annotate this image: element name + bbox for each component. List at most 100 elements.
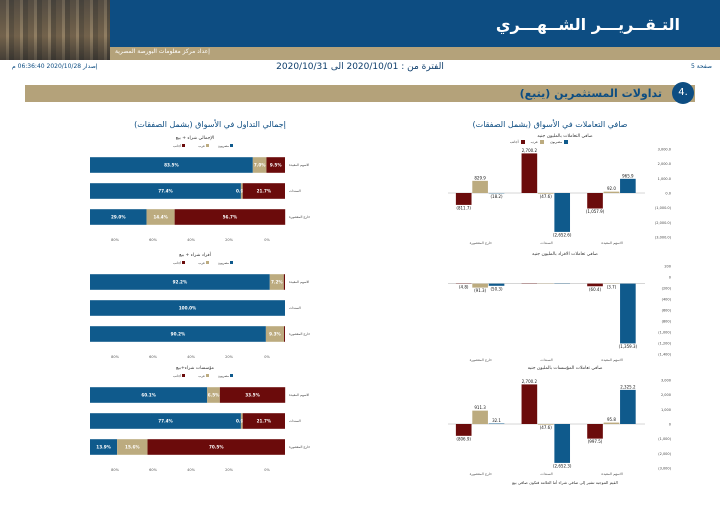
- data-label: (50.3): [491, 286, 503, 291]
- net-individuals-chart: 200 0 (200) (400) (600) (800) (1,000) (1,200) (1…: [448, 265, 672, 362]
- bar: [472, 180, 488, 193]
- bar-segment: [269, 274, 284, 290]
- x-tick-label: السندات: [540, 472, 552, 476]
- legend-swatch: [564, 140, 569, 144]
- data-label: (2,652.3): [553, 463, 572, 468]
- bar-segment: [90, 274, 270, 290]
- legend-swatch: [182, 261, 185, 264]
- bar-segment: [117, 439, 148, 455]
- section-number: 4.: [672, 82, 694, 104]
- data-label: 95.8: [607, 417, 616, 422]
- legend-swatch: [206, 261, 209, 264]
- bar-segment: [147, 439, 285, 455]
- bar-segment: [240, 413, 243, 429]
- y-tick-label: (1,000): [658, 437, 671, 441]
- legend-label: أجانب: [173, 261, 181, 265]
- y-tick-label: (600): [662, 309, 672, 313]
- share-individuals-title: أفراد شراء + بيع: [179, 253, 211, 258]
- bar: [587, 424, 603, 439]
- bar: [537, 193, 554, 194]
- x-tick-label: 40%: [187, 238, 195, 242]
- legend-swatch: [520, 140, 525, 144]
- x-tick-label: خارج المقصورة: [470, 358, 493, 362]
- bar: [620, 283, 636, 344]
- data-label: 6.5%: [208, 393, 220, 398]
- bar-segment: [242, 183, 285, 199]
- y-tick-label: 0: [669, 423, 671, 427]
- data-label: 9.5%: [270, 163, 282, 168]
- share-individuals-chart: أجانب عرب مصريون 92.2% 7.2% الاسهم المقيدة 100…: [90, 261, 310, 359]
- y-tick-label: (3,000): [658, 467, 671, 471]
- y-tick-label: (2,000.0): [655, 221, 672, 225]
- issue-timestamp: إصدار 2020/10/28 06:36:40 م: [12, 63, 98, 70]
- data-label: (811.7): [456, 205, 471, 210]
- bar-segment: [90, 157, 253, 173]
- bar-segment: [90, 413, 241, 429]
- bar-segment: [242, 413, 285, 429]
- y-tick-label: (1,400): [658, 353, 671, 357]
- x-tick-label: 80%: [111, 468, 119, 472]
- data-label: 70.5%: [209, 445, 224, 450]
- data-label: (806.9): [456, 436, 471, 441]
- x-tick-label: 0%: [264, 468, 270, 472]
- legend-swatch: [182, 144, 185, 147]
- y-category-label: السندات: [289, 419, 301, 423]
- y-tick-label: 0: [669, 276, 671, 280]
- y-tick-label: (1,200): [658, 342, 671, 346]
- y-tick-label: (1,000.0): [655, 206, 672, 210]
- data-label: (18.2): [491, 194, 503, 199]
- y-category-label: الاسهم المقيدة: [289, 163, 309, 167]
- bar: [603, 422, 620, 424]
- data-label: 21.7%: [257, 189, 272, 194]
- legend-label: أجانب: [510, 140, 519, 144]
- data-label: 911.3: [474, 405, 486, 410]
- y-tick-label: (200): [662, 287, 672, 291]
- section-bar: [25, 85, 695, 102]
- bar-segment: [90, 439, 118, 455]
- legend-foreigners: أجانب: [510, 140, 525, 144]
- y-tick-label: (800): [662, 320, 672, 324]
- data-label: (60.4): [589, 287, 601, 292]
- y-tick-label: 3,000: [661, 379, 671, 383]
- legend-label: عرب: [198, 261, 205, 265]
- net-institutions-chart: 3,000 2,000 1,000 0 (1,000) (2,000) (3,000) (99…: [448, 379, 672, 476]
- legend-egyptians: مصريون: [550, 140, 569, 144]
- bar-segment: [265, 326, 285, 342]
- section-title: تداولات المستثمرين (يتبع): [519, 87, 662, 100]
- data-label: (3.7): [607, 284, 617, 289]
- data-label: (1,057.9): [586, 209, 605, 214]
- legend-swatch: [539, 140, 544, 144]
- y-tick-label: (2,000): [658, 452, 671, 456]
- net-total-legend: مصريون عرب أجانب: [510, 140, 569, 144]
- data-label: (997.5): [588, 439, 603, 444]
- bar-segment: [240, 183, 243, 199]
- bar: [488, 283, 505, 286]
- period-range: الفترة من : 2020/10/01 الى 2020/10/31: [276, 62, 444, 72]
- data-label: 32.1: [492, 418, 501, 423]
- data-label: 60.1%: [141, 393, 156, 398]
- bar-segment: [266, 157, 285, 173]
- y-tick-label: 2,000.0: [658, 162, 671, 166]
- x-tick-label: الاسهم المقيدة: [601, 472, 623, 476]
- header-photo: [0, 0, 110, 60]
- x-tick-label: خارج المقصورة: [470, 241, 493, 245]
- bar-segment: [90, 326, 266, 342]
- report-title: التـقــريـــر الشــهـــري: [495, 15, 680, 34]
- legend-swatch: [230, 261, 233, 264]
- x-tick-label: 0%: [264, 238, 270, 242]
- legend-label: عرب: [198, 374, 205, 378]
- x-tick-label: 60%: [149, 468, 157, 472]
- x-tick-label: 80%: [111, 355, 119, 359]
- y-tick-label: (3,000.0): [655, 236, 672, 240]
- share-institutions-chart: أجانب عرب مصريون 60.1% 6.5% 33.5% الاسهم المقي…: [90, 374, 310, 472]
- data-label: 90.2%: [171, 332, 186, 337]
- data-label: 13.9%: [96, 445, 111, 450]
- y-category-label: الاسهم المقيدة: [289, 393, 309, 397]
- x-tick-label: 60%: [149, 238, 157, 242]
- y-category-label: السندات: [289, 189, 301, 193]
- bar: [587, 283, 603, 287]
- bar: [472, 283, 488, 288]
- data-label: 829.9: [474, 175, 486, 180]
- y-category-label: خارج المقصورة: [289, 332, 310, 336]
- x-tick-label: خارج المقصورة: [470, 472, 493, 476]
